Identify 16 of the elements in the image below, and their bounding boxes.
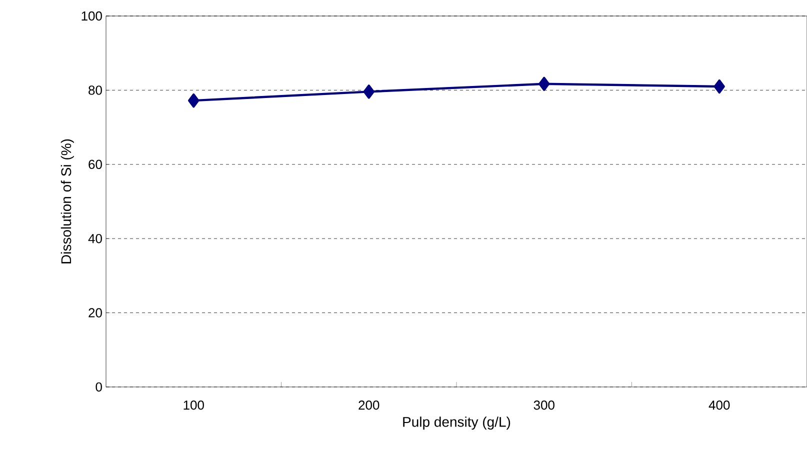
x-tick-label: 400: [708, 400, 730, 410]
y-tick-label: 20: [88, 308, 102, 318]
point: [363, 84, 374, 99]
y-axis-title: Dissolution of Si (%): [60, 139, 74, 264]
y-tick-label: 0: [96, 382, 102, 392]
point: [188, 93, 200, 108]
point: [538, 76, 550, 91]
point: [714, 79, 725, 94]
y-tick-label: 60: [88, 160, 102, 169]
y-tick-label: 100: [82, 11, 102, 21]
x-axis-title: Pulp density (g/L): [403, 416, 510, 430]
x-tick-label: 300: [534, 400, 554, 410]
y-tick-label: 40: [88, 234, 102, 244]
x-tick-label: 200: [358, 400, 380, 410]
x-tick-label: 100: [184, 400, 204, 410]
y-tick-label: 80: [88, 86, 102, 95]
